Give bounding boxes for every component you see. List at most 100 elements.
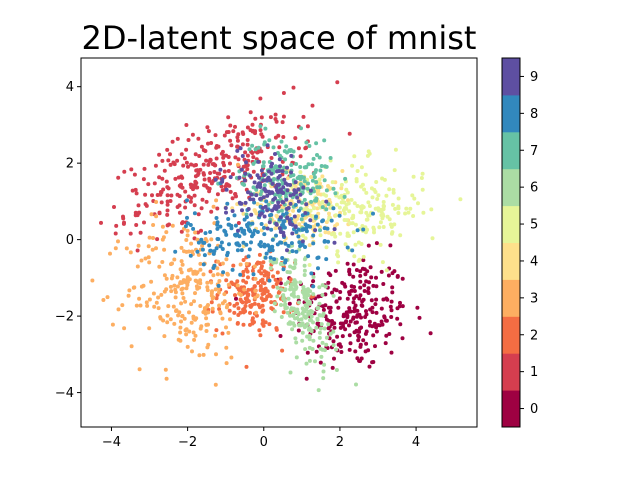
scatter-point: [283, 157, 288, 162]
scatter-point: [181, 296, 186, 300]
scatter-point: [179, 319, 183, 324]
scatter-point: [193, 333, 198, 338]
scatter-point: [334, 213, 338, 218]
scatter-point: [308, 218, 313, 223]
scatter-point: [304, 376, 309, 381]
scatter-point: [271, 284, 276, 289]
scatter-point: [371, 333, 376, 338]
scatter-point: [250, 221, 255, 226]
scatter-point: [294, 285, 299, 290]
scatter-point: [151, 236, 155, 240]
scatter-point: [323, 230, 328, 235]
scatter-point: [281, 185, 286, 190]
scatter-point: [387, 187, 392, 192]
scatter-points: [90, 80, 463, 393]
scatter-point: [157, 210, 162, 215]
scatter-point: [334, 368, 339, 372]
scatter-point: [353, 349, 358, 354]
scatter-point: [122, 220, 126, 225]
scatter-point: [277, 157, 282, 162]
scatter-point: [314, 180, 319, 185]
scatter-point: [321, 307, 326, 312]
scatter-point: [353, 222, 358, 227]
scatter-point: [249, 212, 254, 217]
scatter-point: [382, 314, 387, 319]
scatter-point: [235, 279, 240, 284]
scatter-point: [355, 228, 360, 233]
scatter-point: [193, 152, 198, 157]
scatter-point: [189, 196, 194, 200]
scatter-point: [280, 348, 285, 353]
scatter-point: [327, 319, 332, 323]
scatter-point: [358, 273, 363, 278]
colorbar-tick-label: 9: [530, 70, 538, 85]
scatter-point: [374, 297, 379, 302]
scatter-point: [170, 139, 175, 144]
scatter-point: [287, 148, 292, 153]
scatter-point: [195, 286, 200, 291]
scatter-point: [330, 319, 334, 323]
scatter-point: [220, 301, 225, 306]
scatter-point: [335, 80, 340, 85]
scatter-point: [227, 308, 232, 313]
scatter-point: [361, 254, 366, 259]
scatter-point: [357, 358, 362, 363]
scatter-point: [314, 214, 318, 219]
scatter-point: [363, 172, 368, 177]
scatter-point: [338, 290, 343, 294]
scatter-point: [213, 133, 218, 138]
scatter-point: [173, 295, 178, 300]
scatter-point: [331, 186, 336, 191]
scatter-point: [306, 311, 311, 316]
scatter-point: [309, 175, 314, 179]
scatter-point: [296, 234, 301, 239]
scatter-point: [279, 287, 284, 292]
scatter-point: [350, 163, 355, 168]
scatter-point: [277, 182, 281, 187]
scatter-point: [261, 290, 266, 295]
scatter-point: [195, 168, 200, 173]
scatter-point: [288, 264, 293, 269]
scatter-point: [244, 261, 249, 266]
scatter-point: [257, 269, 262, 274]
scatter-point: [240, 208, 244, 213]
scatter-point: [297, 300, 301, 305]
scatter-point: [301, 114, 306, 119]
scatter-point: [291, 192, 296, 197]
scatter-point: [210, 309, 215, 314]
scatter-point: [235, 321, 240, 326]
scatter-point: [366, 286, 371, 291]
scatter-point: [358, 344, 363, 349]
scatter-point: [304, 297, 309, 302]
scatter-point: [261, 160, 266, 165]
scatter-point: [354, 294, 359, 299]
scatter-point: [307, 299, 312, 304]
scatter-point: [262, 187, 267, 191]
scatter-point: [267, 138, 272, 143]
scatter-point: [169, 276, 174, 281]
scatter-point: [324, 257, 329, 262]
scatter-point: [308, 224, 313, 229]
scatter-point: [220, 261, 225, 266]
scatter-point: [343, 242, 348, 247]
scatter-point: [379, 319, 384, 324]
scatter-point: [212, 170, 217, 174]
scatter-point: [331, 339, 336, 344]
scatter-point: [311, 284, 316, 289]
scatter-point: [352, 154, 357, 159]
scatter-point: [293, 225, 298, 229]
scatter-point: [370, 305, 375, 310]
scatter-point: [251, 197, 256, 202]
scatter-point: [273, 164, 278, 169]
scatter-point: [239, 299, 244, 304]
scatter-point: [296, 310, 300, 315]
scatter-point: [114, 223, 119, 228]
scatter-point: [191, 316, 196, 321]
scatter-point: [209, 237, 214, 242]
scatter-point: [271, 274, 276, 279]
scatter-point: [417, 315, 422, 320]
scatter-point: [320, 293, 325, 297]
scatter-point: [155, 193, 160, 197]
scatter-point: [147, 297, 152, 302]
scatter-point: [193, 230, 198, 235]
